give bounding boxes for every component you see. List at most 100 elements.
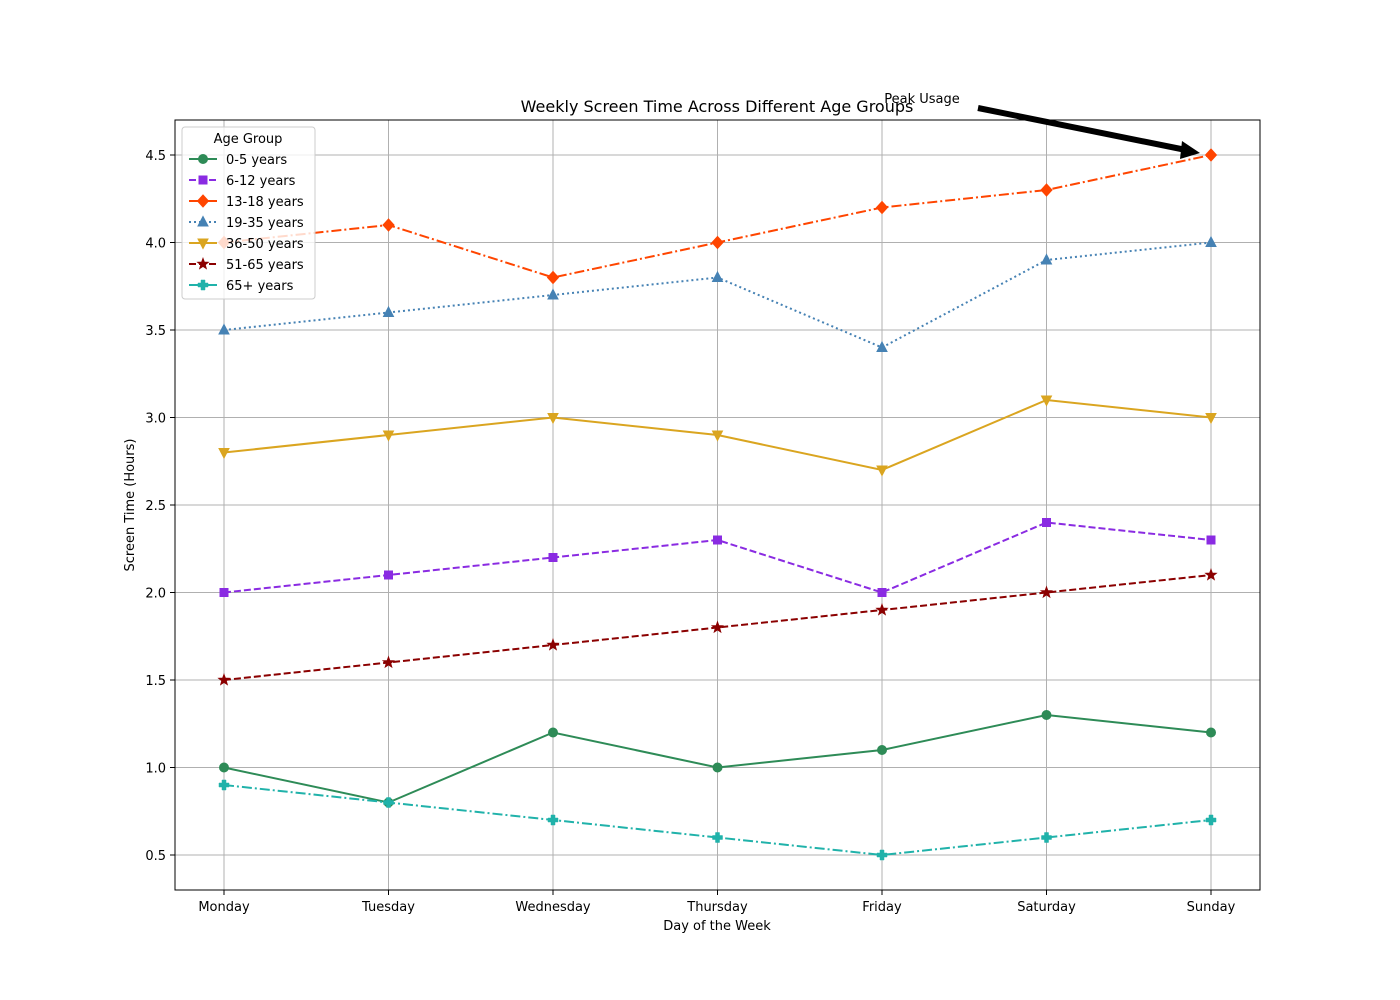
y-tick-label: 0.5 [145,849,166,864]
legend-item: 6-12 years [189,174,296,189]
data-point [877,745,887,755]
data-point [712,762,723,773]
y-tick-label: 3.0 [145,412,166,427]
data-point [1205,814,1217,826]
data-point [713,535,722,545]
data-point [548,727,558,738]
series-51-65-years [217,568,1218,686]
annotation: Peak Usage [884,92,1200,159]
data-point [546,638,560,651]
data-point [382,305,395,317]
legend-marker [196,257,210,270]
data-point [876,849,888,861]
annotation-arrow-head [1180,141,1200,159]
series-65-years [218,779,1217,861]
y-tick-label: 4.5 [145,149,166,164]
x-tick-label: Friday [862,900,902,915]
data-point [547,288,559,300]
legend-label: 19-35 years [226,216,304,231]
x-axis-label: Day of the Week [663,919,771,934]
data-point [877,588,887,597]
legend-item: 65+ years [189,279,294,294]
data-point [547,413,559,425]
data-point [711,270,724,282]
data-point [547,814,559,826]
x-tick-label: Wednesday [515,900,591,915]
data-point [1205,235,1217,247]
legend-marker [197,279,209,291]
legend-item: 13-18 years [189,194,304,210]
legend-item: 0-5 years [189,153,287,168]
data-point [382,218,395,232]
legend: Age Group 0-5 years 6-12 years 13-18 years… [181,126,316,300]
data-point [711,235,724,250]
legend-marker [196,194,210,208]
legend-item: 36-50 years [189,237,304,252]
data-point [219,762,229,773]
x-tick-label: Saturday [1017,900,1076,915]
series-19-35-years [218,235,1217,352]
data-point [711,430,724,442]
y-axis-label: Screen Time (Hours) [123,438,138,571]
data-point [548,553,558,562]
legend-label: 36-50 years [226,237,304,252]
series-36-50-years [218,395,1217,477]
y-tick-label: 4.0 [145,237,166,252]
data-point [218,323,230,335]
y-tick-label: 2.5 [145,499,166,514]
legend-title: Age Group [214,132,283,147]
data-point [1040,395,1053,407]
legend-item: 51-65 years [189,257,304,273]
data-point [218,779,230,791]
data-point [383,797,394,808]
data-point [1206,535,1216,545]
data-point [1042,518,1051,527]
x-tick-label: Sunday [1187,900,1236,915]
data-point [382,430,395,442]
legend-marker [198,154,208,164]
y-tick-label: 1.0 [145,762,166,777]
legend-items: 0-5 years 6-12 years 13-18 years 19-35 year… [189,153,304,294]
data-point [1041,710,1052,720]
data-point [217,673,231,686]
data-point [219,588,229,597]
data-point [1039,585,1054,599]
data-point [875,200,889,215]
legend-label: 0-5 years [226,153,287,168]
legend-marker [197,238,209,250]
data-point [876,465,888,477]
series-6-12-years [219,518,1216,597]
chart-title: Weekly Screen Time Across Different Age … [521,97,914,116]
ticks: Monday Tuesday Wednesday Thursday Friday Satu… [145,149,1235,915]
x-tick-label: Monday [198,900,250,915]
legend-label: 13-18 years [226,195,304,210]
legend-label: 6-12 years [226,174,296,189]
data-point [546,270,560,285]
legend-item: 19-35 years [189,215,304,231]
annotation-peak-usage: Peak Usage [884,92,960,107]
data-point [876,340,888,352]
y-tick-label: 2.0 [145,587,166,602]
data-point [1204,568,1218,581]
data-point [384,570,393,580]
data-point [218,448,230,460]
legend-marker [197,215,209,227]
legend-label: 65+ years [226,279,294,294]
legend-frame [181,126,316,300]
data-point [875,603,889,616]
x-tick-label: Tuesday [361,900,415,915]
data-point [710,620,725,634]
data-point [712,832,723,843]
data-point [1204,148,1218,162]
data-point [381,655,396,669]
data-point [1205,413,1217,425]
annotation-arrow-line [977,105,1187,153]
data-point [1206,727,1216,738]
y-tick-label: 3.5 [145,324,166,339]
series-13-18-years [217,148,1218,285]
legend-label: 51-65 years [226,258,304,273]
legend-marker [198,175,208,185]
data-point [1041,832,1052,843]
data-point [1040,253,1053,265]
